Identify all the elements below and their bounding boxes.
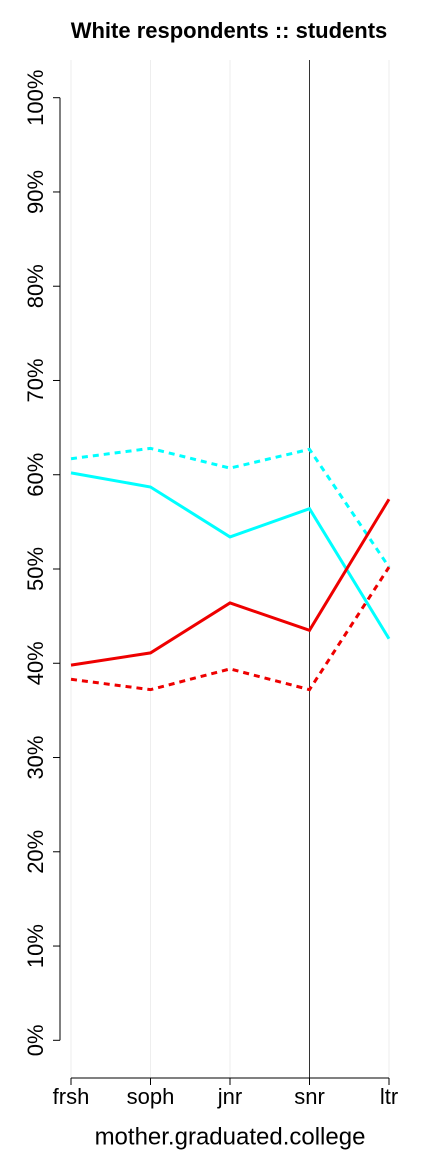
chart-title: White respondents :: students [71,18,388,43]
y-tick-label: 90% [23,170,48,214]
series-line [70,446,391,568]
x-axis-label: mother.graduated.college [95,1123,366,1150]
y-tick-label: 30% [23,735,48,779]
x-tick-label: ltr [380,1084,398,1109]
x-tick-label: frsh [53,1084,90,1109]
y-tick-label: 50% [23,547,48,591]
y-tick-label: 10% [23,924,48,968]
y-tick-label: 20% [23,830,48,874]
y-tick-label: 100% [23,70,48,126]
y-tick-label: 60% [23,453,48,497]
series-line [70,498,391,667]
y-tick-label: 40% [23,641,48,685]
x-tick-label: soph [127,1084,175,1109]
series-line [70,471,391,640]
y-tick-label: 0% [23,1024,48,1056]
x-tick-label: jnr [217,1084,242,1109]
y-tick-label: 70% [23,358,48,402]
x-tick-label: snr [294,1084,325,1109]
y-tick-label: 80% [23,264,48,308]
